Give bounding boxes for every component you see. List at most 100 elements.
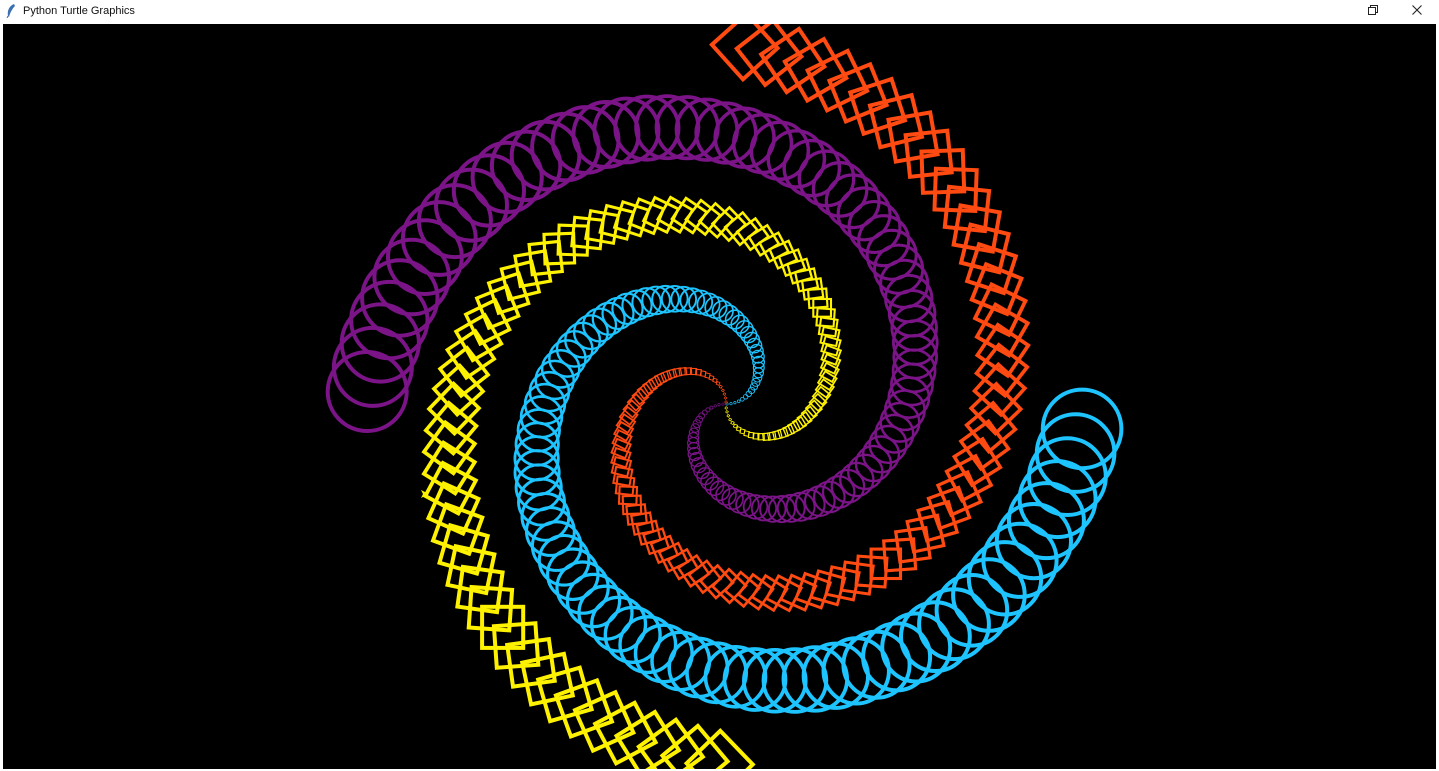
spiral-square bbox=[734, 24, 805, 88]
spiral-circle bbox=[530, 111, 601, 183]
window-title: Python Turtle Graphics bbox=[23, 5, 135, 17]
spiral-square bbox=[777, 427, 790, 440]
spiral-circle bbox=[339, 302, 421, 384]
spiral-circle bbox=[679, 287, 706, 314]
spiral-square bbox=[712, 377, 718, 384]
spiral-square bbox=[905, 513, 946, 554]
spiral-circle bbox=[660, 284, 689, 313]
spiral-circle bbox=[742, 494, 769, 520]
close-button[interactable] bbox=[1395, 0, 1439, 22]
spiral-circle bbox=[550, 105, 621, 175]
turtle-canvas[interactable] bbox=[3, 24, 1436, 769]
spiral-circle bbox=[836, 186, 892, 242]
spiral-circle bbox=[700, 471, 720, 491]
spiral-square bbox=[800, 405, 819, 423]
spiral-square bbox=[762, 432, 771, 442]
spiral-circle bbox=[739, 325, 758, 344]
spiral-circle bbox=[621, 289, 653, 321]
spiral-square bbox=[486, 271, 531, 316]
spiral-circle bbox=[821, 475, 856, 509]
spiral-circle bbox=[731, 112, 794, 175]
spiral-square bbox=[728, 417, 733, 422]
spiral-square bbox=[527, 239, 565, 277]
spiral-square bbox=[752, 432, 760, 440]
spiral-square bbox=[437, 522, 491, 576]
spiral-circle bbox=[530, 520, 583, 572]
spiral-square bbox=[932, 166, 979, 213]
spiral-square bbox=[542, 231, 577, 266]
spiral-square bbox=[893, 525, 932, 564]
spiral-square bbox=[747, 431, 755, 439]
spiral-circle bbox=[861, 621, 933, 693]
spiral-square bbox=[916, 499, 960, 543]
spiral-square bbox=[771, 429, 783, 441]
spiral-square bbox=[513, 248, 553, 289]
spiral-circle bbox=[650, 630, 712, 692]
spiral-circle bbox=[752, 361, 765, 374]
spiral-square bbox=[653, 371, 668, 386]
spiral-square bbox=[951, 436, 1003, 488]
spiral-circle bbox=[1027, 436, 1108, 518]
spiral-square bbox=[499, 259, 542, 302]
spiral-square bbox=[730, 420, 735, 426]
spiral-square bbox=[678, 366, 688, 377]
window-controls bbox=[1351, 0, 1439, 22]
spiral-circle bbox=[618, 615, 678, 675]
spiral-square bbox=[757, 432, 765, 441]
spiral-circle bbox=[434, 167, 509, 243]
turtle-arrow-icon bbox=[421, 490, 429, 498]
spiral-circle bbox=[759, 495, 787, 523]
spiral-square bbox=[430, 501, 485, 557]
spiral-circle bbox=[360, 258, 440, 338]
spiral-square bbox=[847, 76, 908, 137]
spiral-square bbox=[474, 283, 521, 331]
spiral-circle bbox=[724, 309, 745, 330]
spiral-circle bbox=[349, 279, 430, 361]
title-bar[interactable]: Python Turtle Graphics bbox=[0, 0, 1439, 22]
spiral-circle bbox=[785, 491, 816, 522]
spiral-square bbox=[647, 374, 663, 390]
spiral-square bbox=[791, 415, 808, 432]
spiral-circle bbox=[670, 285, 698, 313]
spiral-circle bbox=[537, 533, 591, 587]
spiral-square bbox=[613, 709, 682, 769]
spiral-square bbox=[958, 222, 1012, 275]
spiral-circle bbox=[872, 243, 925, 295]
spiral-circle bbox=[767, 495, 796, 524]
spiral-square bbox=[804, 48, 870, 114]
spiral-circle bbox=[736, 399, 741, 404]
close-icon bbox=[1412, 4, 1422, 18]
spiral-square bbox=[553, 677, 615, 740]
spiral-square bbox=[519, 651, 576, 707]
spiral-square bbox=[423, 400, 479, 457]
spiral-square bbox=[636, 382, 654, 400]
spiral-square bbox=[723, 396, 728, 400]
spiral-square bbox=[886, 110, 940, 164]
spiral-circle bbox=[325, 350, 409, 433]
spiral-circle bbox=[880, 611, 953, 684]
spiral-circle bbox=[631, 287, 662, 318]
spiral-circle bbox=[879, 258, 930, 309]
spiral-square bbox=[804, 399, 824, 418]
spiral-square bbox=[724, 406, 729, 410]
purple-strokes bbox=[325, 94, 939, 524]
spiral-square bbox=[964, 400, 1018, 455]
spiral-square bbox=[882, 537, 918, 573]
spiral-square bbox=[758, 26, 828, 95]
spiral-square bbox=[425, 480, 482, 537]
spiral-square bbox=[504, 636, 557, 689]
spiral-square bbox=[709, 24, 781, 83]
spiral-square bbox=[666, 368, 678, 380]
spiral-square bbox=[724, 400, 728, 404]
spiral-circle bbox=[797, 149, 856, 208]
spiral-circle bbox=[704, 476, 725, 497]
spiral-square bbox=[631, 387, 650, 406]
spiral-square bbox=[782, 36, 850, 104]
spiral-circle bbox=[1006, 481, 1086, 561]
spiral-square bbox=[455, 564, 505, 615]
spiral-circle bbox=[692, 419, 702, 428]
restore-button[interactable] bbox=[1351, 0, 1395, 22]
spiral-circle bbox=[981, 521, 1059, 599]
spiral-circle bbox=[690, 423, 701, 433]
spiral-circle bbox=[715, 484, 737, 506]
